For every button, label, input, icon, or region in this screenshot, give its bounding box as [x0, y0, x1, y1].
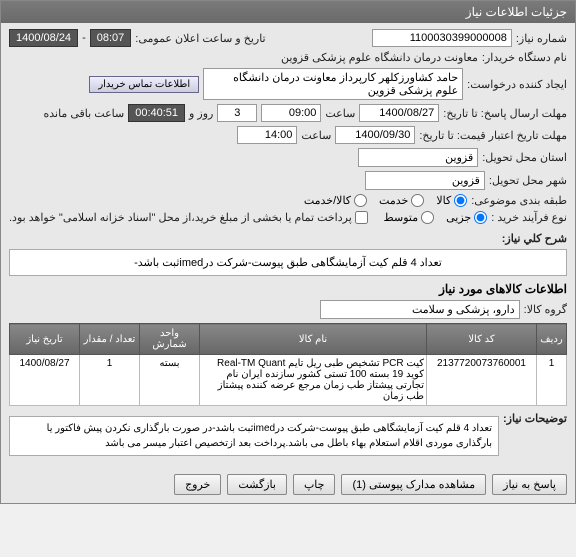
need-no-value: 1100030399000008 [372, 29, 512, 47]
buyer-value: معاونت درمان دانشگاه علوم پزشکی قزوین [281, 51, 478, 64]
cell-idx: 1 [537, 355, 567, 406]
th-unit: واحد شمارش [140, 324, 200, 355]
summary-label: شرح کلي نياز: [502, 232, 567, 245]
announce-time: 08:07 [90, 29, 132, 47]
need-no-label: شماره نیاز: [516, 32, 567, 45]
reply-button[interactable]: پاسخ به نیاز [492, 474, 567, 495]
buyer-label: نام دستگاه خریدار: [482, 51, 567, 64]
items-table: ردیف کد کالا نام کالا واحد شمارش تعداد /… [9, 323, 567, 406]
days-remaining: 3 [217, 104, 257, 122]
radio-service[interactable] [411, 194, 424, 207]
items-section-title: اطلاعات کالاهای مورد نیاز [9, 282, 567, 296]
time-remaining: 00:40:51 [128, 104, 185, 122]
th-qty: تعداد / مقدار [80, 324, 140, 355]
th-name: نام کالا [200, 324, 427, 355]
cell-code: 2137720073760001 [427, 355, 537, 406]
table-row[interactable]: 1 2137720073760001 کیت PCR تشخیص طبی ریل… [10, 355, 567, 406]
radio-both[interactable] [354, 194, 367, 207]
print-button[interactable]: چاپ [293, 474, 336, 495]
province-label: استان محل تحویل: [482, 151, 567, 164]
announce-date: 1400/08/24 [9, 29, 78, 47]
attachments-button[interactable]: مشاهده مدارک پیوستی (1) [341, 474, 486, 495]
th-code: کد کالا [427, 324, 537, 355]
group-value: دارو، پزشکی و سلامت [320, 300, 520, 319]
city-label: شهر محل تحویل: [489, 174, 567, 187]
validity-date: 1400/09/30 [335, 126, 415, 144]
deadline-date: 1400/08/27 [359, 104, 439, 122]
category-label: طبقه بندی موضوعی: [471, 194, 567, 207]
announce-label: تاریخ و ساعت اعلان عمومی: [135, 32, 265, 45]
notes-text: تعداد 4 قلم کیت آزمایشگاهی طبق پیوست-شرک… [9, 416, 499, 456]
validity-hour: 14:00 [237, 126, 297, 144]
th-date: تاریخ نیاز [10, 324, 80, 355]
province-value: قزوین [358, 148, 478, 167]
panel-header: جزئیات اطلاعات نیاز [1, 1, 575, 23]
payment-checkbox[interactable] [355, 211, 368, 224]
summary-text: تعداد 4 قلم کیت آزمایشگاهی طبق پیوست-شرک… [9, 249, 567, 276]
cell-name: کیت PCR تشخیص طبی ریل تایم Real-TM Quant… [200, 355, 427, 406]
notes-label: توضیحات نیاز: [503, 412, 567, 425]
deadline-hour: 09:00 [261, 104, 321, 122]
contact-buyer-button[interactable]: اطلاعات تماس خریدار [89, 76, 199, 93]
radio-goods[interactable] [454, 194, 467, 207]
validity-label: مهلت تاریخ اعتبار قیمت: تا تاریخ: [419, 129, 567, 142]
deadline-label: مهلت ارسال پاسخ: تا تاریخ: [443, 107, 567, 120]
cell-unit: بسته [140, 355, 200, 406]
radio-medium[interactable] [421, 211, 434, 224]
back-button[interactable]: بازگشت [227, 474, 287, 495]
process-label: نوع فرآیند خرید : [491, 211, 567, 224]
creator-value: حامد کشاورزکلهر کارپرداز معاونت درمان دا… [203, 68, 463, 100]
payment-note: پرداخت تمام یا بخشی از مبلغ خرید،از محل … [9, 211, 352, 224]
table-header-row: ردیف کد کالا نام کالا واحد شمارش تعداد /… [10, 324, 567, 355]
footer-buttons: پاسخ به نیاز مشاهده مدارک پیوستی (1) چاپ… [1, 466, 575, 503]
th-idx: ردیف [537, 324, 567, 355]
panel-title: جزئیات اطلاعات نیاز [466, 5, 567, 19]
cell-qty: 1 [80, 355, 140, 406]
group-label: گروه کالا: [524, 303, 567, 316]
creator-label: ایجاد کننده درخواست: [467, 78, 567, 91]
process-radio-group: جزیی متوسط [384, 211, 488, 224]
city-value: قزوین [365, 171, 485, 190]
category-radio-group: کالا خدمت کالا/خدمت [304, 194, 467, 207]
radio-small[interactable] [474, 211, 487, 224]
cell-date: 1400/08/27 [10, 355, 80, 406]
exit-button[interactable]: خروج [174, 474, 221, 495]
